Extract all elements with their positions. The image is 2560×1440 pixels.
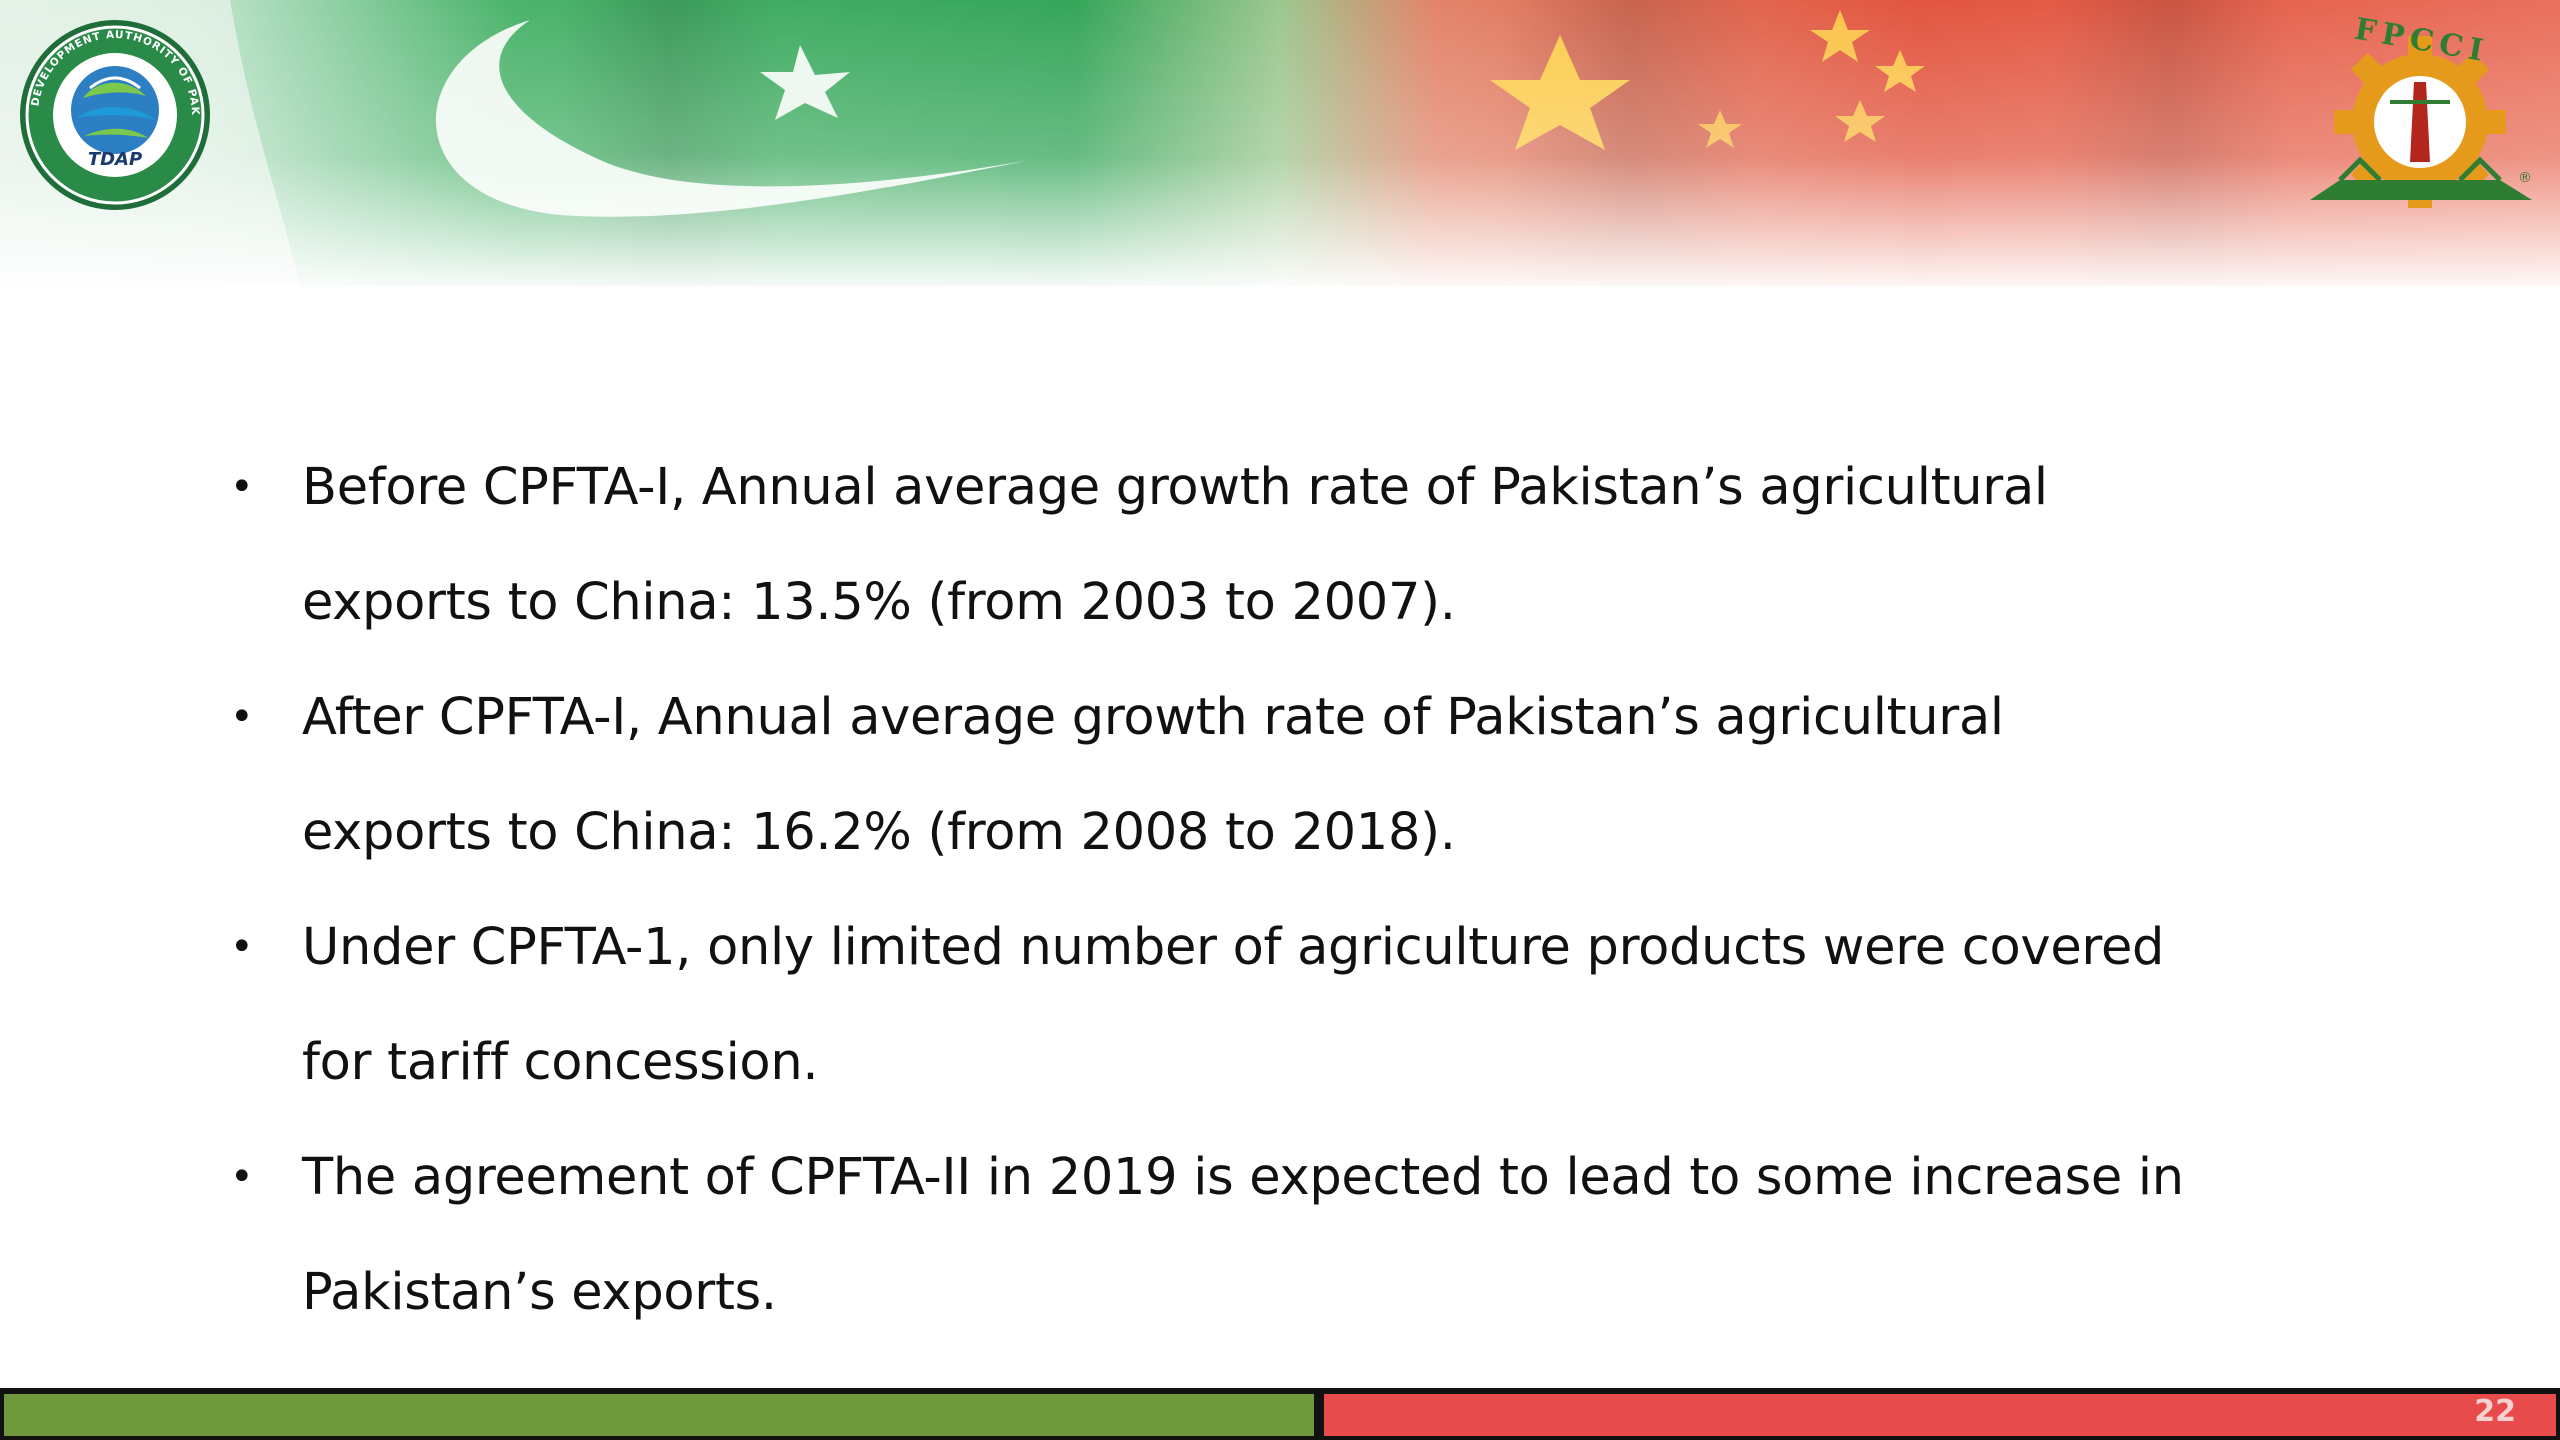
bullet-symbol: • bbox=[230, 924, 254, 970]
footer-red-segment bbox=[1324, 1394, 2556, 1436]
bullet-item: • Before CPFTA-I, Annual average growth … bbox=[220, 430, 2360, 660]
bullet-symbol: • bbox=[230, 464, 254, 510]
bullet-symbol: • bbox=[230, 694, 254, 740]
bullet-list: • Before CPFTA-I, Annual average growth … bbox=[220, 430, 2360, 1350]
page-number: 22 bbox=[2474, 1394, 2516, 1429]
bullet-symbol: • bbox=[230, 1154, 254, 1200]
bullet-item: • Under CPFTA-1, only limited number of … bbox=[220, 890, 2360, 1120]
bullet-text-line: exports to China: 16.2% (from 2008 to 20… bbox=[302, 803, 1456, 862]
bullet-item: • The agreement of CPFTA-II in 2019 is e… bbox=[220, 1120, 2360, 1350]
bullet-text-line: After CPFTA-I, Annual average growth rat… bbox=[302, 688, 2004, 747]
bullet-text-line: exports to China: 13.5% (from 2003 to 20… bbox=[302, 573, 1456, 632]
flags-background bbox=[0, 0, 2560, 286]
footer-green-segment bbox=[4, 1394, 1314, 1436]
fpcci-logo: FPCCI ® bbox=[2310, 12, 2532, 208]
bullet-text-line: Before CPFTA-I, Annual average growth ra… bbox=[302, 458, 2048, 517]
tdap-logo: TDAP TRADE DEVELOPMENT AUTHORITY OF PAKI… bbox=[18, 18, 210, 210]
footer-bar bbox=[0, 1388, 2560, 1440]
fpcci-registered-mark: ® bbox=[2518, 170, 2532, 186]
bullet-item: • After CPFTA-I, Annual average growth r… bbox=[220, 660, 2360, 890]
flag-banner: TDAP TRADE DEVELOPMENT AUTHORITY OF PAKI… bbox=[0, 0, 2560, 286]
bullet-text-line: for tariff concession. bbox=[302, 1033, 819, 1092]
tdap-abbr: TDAP bbox=[88, 149, 142, 170]
bullet-text-line: The agreement of CPFTA-II in 2019 is exp… bbox=[302, 1148, 2184, 1207]
bullet-text-line: Under CPFTA-1, only limited number of ag… bbox=[302, 918, 2165, 977]
bullet-text-line: Pakistan’s exports. bbox=[302, 1263, 777, 1322]
